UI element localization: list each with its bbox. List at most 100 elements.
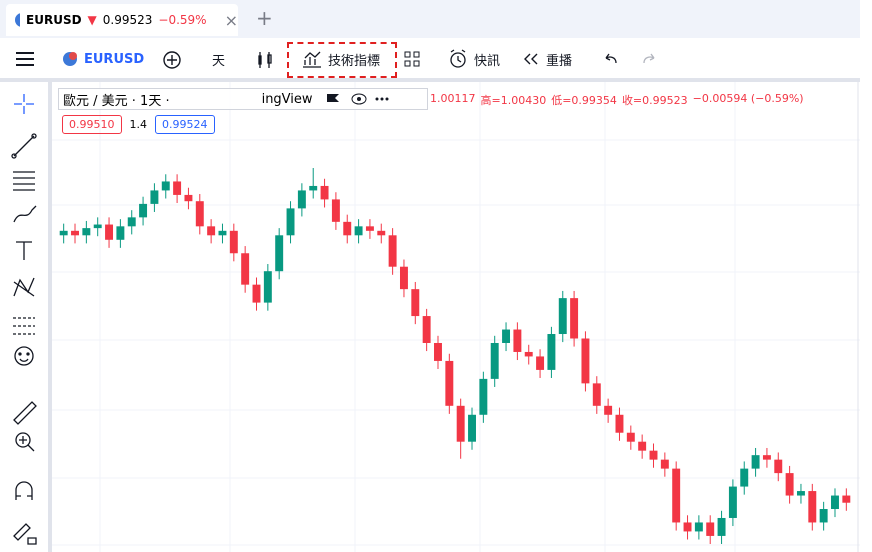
candle-body <box>819 509 828 523</box>
candle-body <box>490 342 499 379</box>
candle-body <box>263 271 272 303</box>
candle-body <box>388 235 397 267</box>
candle-body <box>785 473 794 496</box>
candle-body <box>524 351 533 357</box>
candle-body <box>241 253 250 285</box>
legend-box[interactable]: 歐元 / 美元 · 1天 · ingView <box>58 88 428 110</box>
indicators-button[interactable]: 技術指標 <box>302 40 380 78</box>
candle-body <box>649 450 658 460</box>
flag-icon <box>63 52 77 66</box>
interval: 天 <box>212 53 226 69</box>
menu-icon[interactable] <box>16 52 34 66</box>
candle-body <box>320 185 329 200</box>
toolbar: EURUSD 天 技術指標 快訊 重播 <box>0 40 860 78</box>
candle-body <box>683 522 692 532</box>
candle-body <box>728 486 737 518</box>
alert-icon <box>450 49 466 68</box>
candle-body <box>252 284 261 303</box>
candle-body <box>139 203 148 218</box>
bid[interactable]: 0.99510 <box>62 115 122 134</box>
tab-bar: EURUSD ▼ 0.99523 −0.59% × + <box>0 0 860 38</box>
candle-body <box>581 338 590 384</box>
candle-body <box>331 199 340 222</box>
separator <box>0 78 860 82</box>
highlight-box <box>287 42 397 78</box>
candle-body <box>660 459 669 469</box>
candle-body <box>615 414 624 433</box>
bid-ask: 0.99510 1.4 0.99524 <box>62 115 215 134</box>
ohlc-legend: 1.00117 高=1.00430 低=0.99354 收=0.99523 −0… <box>430 92 804 108</box>
tab-arrow: ▼ <box>87 13 97 27</box>
candle-body <box>558 298 567 335</box>
candle-body <box>422 316 431 343</box>
candle-body <box>468 414 476 442</box>
spread: 1.4 <box>129 118 148 131</box>
candle-body <box>592 383 601 406</box>
symbol-button[interactable]: EURUSD <box>62 40 144 78</box>
candle-body <box>343 221 352 236</box>
candle-body <box>762 455 771 460</box>
candle-body <box>831 495 839 510</box>
change: −0.00594 (−0.59%) <box>692 92 804 105</box>
candle-body <box>195 201 204 227</box>
candle-body <box>309 185 318 191</box>
candle-body <box>479 378 488 415</box>
legend-title: 歐元 / 美元 · 1天 · <box>63 93 170 109</box>
candle-body <box>740 468 749 487</box>
open: 1.00117 <box>430 92 476 105</box>
low: 低=0.99354 <box>551 94 617 107</box>
alerts-button[interactable]: 快訊 <box>448 40 500 78</box>
close: 收=0.99523 <box>621 94 688 107</box>
drawing-tools[interactable] <box>10 90 38 550</box>
compare-icon[interactable] <box>162 50 182 70</box>
candle-body <box>275 235 284 272</box>
candle-body <box>93 224 102 229</box>
candle-body <box>377 230 386 236</box>
ask[interactable]: 0.99524 <box>155 115 215 134</box>
candle-body <box>513 329 522 352</box>
high: 高=1.00430 <box>480 94 547 107</box>
layout-icon[interactable] <box>404 51 420 67</box>
replay-label: 重播 <box>546 53 573 69</box>
candle-body <box>116 226 125 240</box>
candle-body <box>411 289 420 317</box>
candle-body <box>229 230 238 254</box>
candle-body <box>354 226 363 236</box>
tab-price: 0.99523 <box>102 13 153 27</box>
candle-body <box>445 360 454 406</box>
tab[interactable]: EURUSD ▼ 0.99523 −0.59% × <box>6 4 238 36</box>
replay-button[interactable]: 重播 <box>522 40 572 78</box>
candle-body <box>717 517 726 536</box>
candle-body <box>570 298 579 339</box>
candle-body <box>774 459 783 474</box>
tab-close[interactable]: × <box>224 10 238 30</box>
new-tab[interactable]: + <box>256 6 273 30</box>
interval-button[interactable]: 天 <box>212 40 225 78</box>
candle-body <box>161 181 170 191</box>
tab-symbol: EURUSD <box>26 13 82 27</box>
flag-icon <box>15 13 21 27</box>
chart-area <box>52 82 860 552</box>
candle-body <box>297 190 306 209</box>
candle-body <box>59 230 68 236</box>
candle-body <box>105 224 114 240</box>
legend-source: ingView <box>261 91 313 107</box>
toolbar-symbol: EURUSD <box>84 51 145 67</box>
candle-body <box>173 181 182 195</box>
grid <box>52 82 860 552</box>
tab-change: −0.59% <box>158 13 207 27</box>
candle-body <box>842 495 851 503</box>
chart-type-icon[interactable] <box>256 50 274 70</box>
replay-icon <box>524 53 538 65</box>
candle-body <box>694 522 703 532</box>
alerts-label: 快訊 <box>474 53 501 69</box>
candle-body <box>399 266 408 290</box>
candle-body <box>638 441 647 451</box>
candle-body <box>434 342 442 361</box>
undo-redo-icons[interactable] <box>604 52 660 66</box>
candle-body <box>808 491 817 523</box>
legend-icons[interactable] <box>325 92 395 106</box>
candle-body <box>502 329 511 343</box>
candle-body <box>71 230 79 236</box>
